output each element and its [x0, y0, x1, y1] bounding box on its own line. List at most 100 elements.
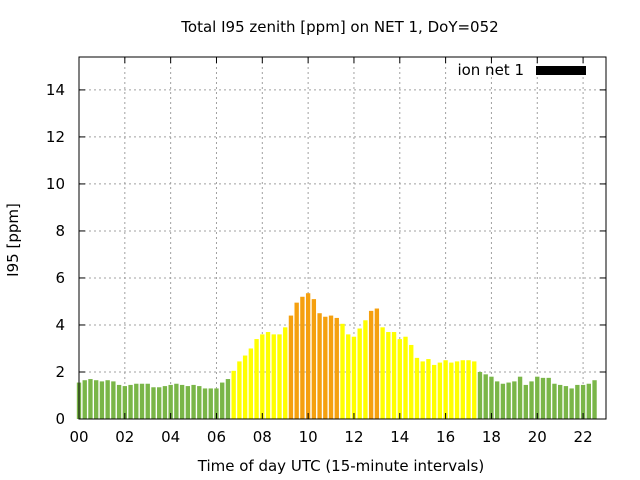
bar	[139, 383, 145, 419]
bar	[311, 299, 317, 419]
bar	[134, 383, 139, 419]
x-tick-labels: 00 02 04 06 08 10 12 14 16 18 20 22	[69, 428, 592, 446]
bar	[323, 316, 328, 419]
bar	[472, 361, 477, 419]
bar	[82, 380, 87, 419]
gridlines	[79, 57, 606, 419]
legend: ion net 1	[457, 61, 586, 79]
tick-marks	[78, 57, 606, 420]
bar	[185, 386, 191, 419]
bar	[523, 384, 528, 419]
bar	[242, 355, 248, 419]
bar	[431, 364, 437, 419]
bar	[111, 381, 116, 419]
bar	[500, 383, 506, 419]
bar	[466, 360, 471, 419]
x-tick-label: 06	[207, 428, 226, 446]
bar	[506, 382, 511, 419]
x-tick-label: 16	[436, 428, 455, 446]
bar	[128, 384, 133, 419]
y-tick-label: 0	[55, 410, 65, 428]
bar	[328, 315, 334, 419]
bar	[380, 327, 385, 419]
bar	[231, 370, 236, 419]
x-tick-label: 20	[528, 428, 547, 446]
bar	[494, 381, 500, 419]
x-tick-label: 14	[390, 428, 409, 446]
bar	[260, 334, 265, 419]
bar	[386, 332, 391, 419]
y-tick-label: 4	[55, 316, 65, 334]
bar	[391, 332, 397, 419]
bar	[420, 361, 425, 419]
x-axis-label: Time of day UTC (15-minute intervals)	[197, 457, 484, 475]
bar-series	[76, 293, 597, 419]
bar	[300, 296, 305, 419]
bar	[305, 293, 311, 419]
bar	[214, 388, 219, 419]
x-tick-label: 04	[161, 428, 180, 446]
bar	[357, 328, 362, 419]
bar	[449, 362, 454, 419]
bar	[162, 386, 168, 419]
y-tick-label: 10	[46, 175, 65, 193]
bar	[179, 384, 185, 419]
bar	[99, 381, 105, 419]
bar	[546, 377, 551, 419]
bar	[168, 384, 173, 419]
bar	[512, 381, 517, 419]
y-tick-label: 6	[55, 269, 65, 287]
bar	[409, 344, 414, 419]
bar	[368, 310, 374, 419]
bar	[460, 360, 465, 419]
chart-title: Total I95 zenith [ppm] on NET 1, DoY=052	[180, 18, 498, 36]
bar	[197, 386, 202, 419]
bar	[288, 315, 294, 419]
bar	[248, 348, 254, 419]
bar	[237, 361, 242, 419]
y-tick-labels: 0 2 4 6 8 10 12 14	[46, 81, 65, 428]
bar	[477, 371, 483, 419]
bar	[174, 383, 179, 419]
bar	[340, 323, 345, 419]
bar	[580, 384, 586, 419]
bar	[346, 334, 351, 419]
bar	[208, 388, 213, 419]
x-tick-label: 02	[115, 428, 134, 446]
bar	[94, 380, 99, 419]
bar	[317, 313, 322, 419]
bar	[592, 380, 597, 419]
bar	[517, 376, 523, 419]
bar	[454, 361, 460, 419]
y-tick-label: 8	[55, 222, 65, 240]
bar	[443, 360, 448, 419]
legend-label: ion net 1	[457, 61, 524, 79]
bar	[403, 336, 408, 419]
y-tick-label: 12	[46, 128, 65, 146]
bar	[122, 386, 128, 419]
bar	[575, 384, 580, 419]
bar	[483, 374, 488, 419]
bar	[202, 388, 208, 419]
legend-swatch	[536, 66, 586, 75]
bar	[254, 339, 259, 419]
bar	[105, 380, 110, 419]
bar	[265, 332, 271, 419]
bar	[334, 317, 339, 419]
bar	[437, 362, 443, 419]
x-tick-label: 00	[69, 428, 88, 446]
x-tick-label: 12	[344, 428, 363, 446]
bar	[540, 377, 546, 419]
bar	[271, 334, 276, 419]
plot-frame	[78, 56, 607, 420]
bar	[157, 387, 162, 419]
bar	[220, 382, 225, 419]
bar	[116, 384, 122, 419]
bar	[535, 376, 540, 419]
bar	[414, 357, 420, 419]
bar	[489, 376, 494, 419]
bar	[88, 379, 93, 419]
bar	[277, 334, 282, 419]
bar	[557, 384, 563, 419]
